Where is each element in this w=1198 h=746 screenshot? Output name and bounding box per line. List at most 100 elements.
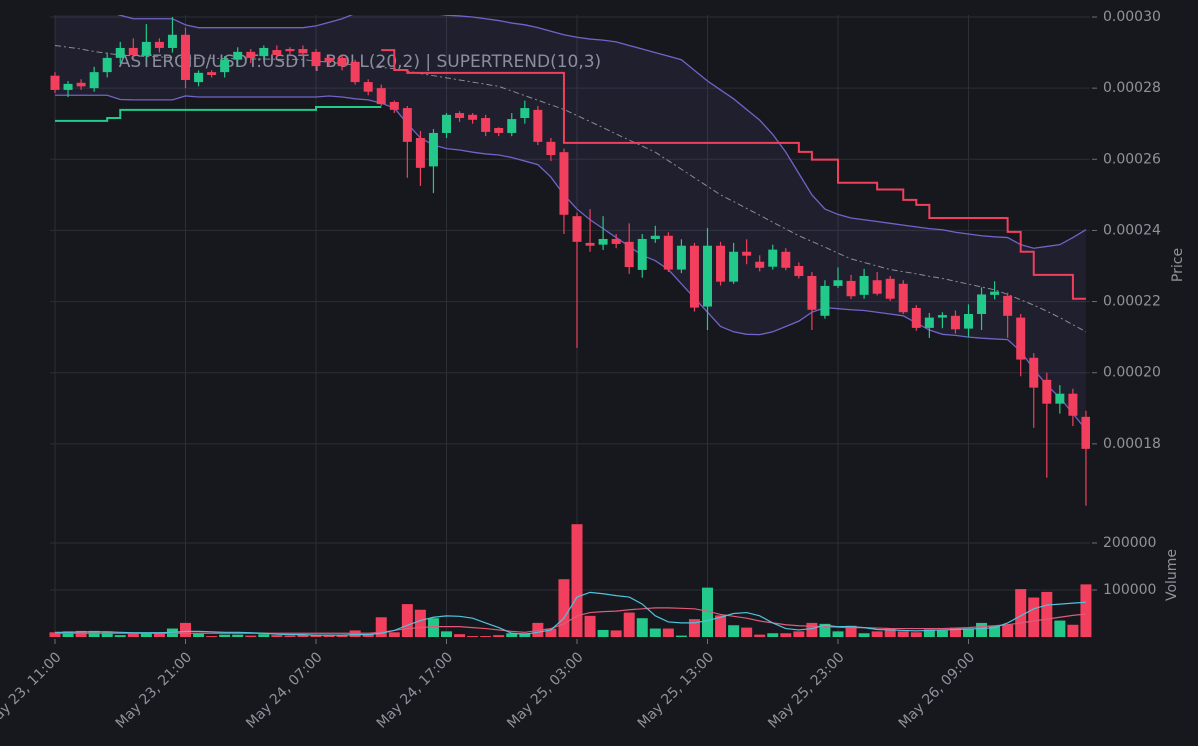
volume-bar <box>271 635 283 637</box>
volume-bar <box>127 633 139 637</box>
y-tick-label: 0.00022 <box>1103 294 1161 310</box>
candle-body <box>63 83 73 90</box>
volume-bar <box>88 630 100 637</box>
volume-bar <box>780 633 792 637</box>
volume-bar <box>506 633 518 637</box>
candle-body <box>546 141 556 156</box>
volume-bar <box>193 632 205 637</box>
candle-body <box>911 307 921 328</box>
candle-body <box>729 251 739 282</box>
y-axis-label: Price <box>1170 248 1186 282</box>
volume-bar <box>62 631 74 637</box>
volume-bar <box>336 635 348 637</box>
candle-body <box>376 88 386 105</box>
volume-bar <box>1002 624 1014 637</box>
y-tick-label: 0.00020 <box>1103 365 1161 381</box>
candle-body <box>794 266 804 276</box>
candle-body <box>689 245 699 308</box>
volume-bar <box>323 635 335 637</box>
candle-body <box>455 113 465 119</box>
candle-body <box>468 114 478 120</box>
y-tick-label: 0.00026 <box>1103 151 1161 167</box>
volume-bar <box>636 618 648 637</box>
candle-body <box>102 57 112 73</box>
volume-bar <box>728 625 740 637</box>
candle-body <box>520 108 530 119</box>
candle-body <box>337 57 347 67</box>
candle-body <box>833 280 843 286</box>
candle-body <box>154 41 164 48</box>
candle-body <box>207 72 217 75</box>
candle-body <box>285 49 295 52</box>
candle-body <box>507 119 517 133</box>
candle-body <box>676 245 686 270</box>
volume-bar <box>427 618 439 637</box>
candle-body <box>663 235 673 270</box>
volume-bar <box>1028 597 1040 637</box>
volume-bar <box>388 632 400 637</box>
volume-bar <box>375 617 387 637</box>
candle-body <box>611 238 621 244</box>
candle-body <box>1068 393 1078 416</box>
volume-bar <box>362 634 374 637</box>
candle-body <box>937 315 947 318</box>
volume-bar <box>584 615 596 637</box>
candle-body <box>885 278 895 299</box>
volume-bar <box>480 636 492 637</box>
candle-body <box>311 51 321 67</box>
volume-bar <box>310 635 322 637</box>
volume-bar <box>871 631 883 637</box>
volume-bar <box>467 636 479 637</box>
volume-bar <box>741 627 753 637</box>
volume-bar <box>623 612 635 637</box>
candle-body <box>76 82 86 87</box>
candle-body <box>220 59 230 73</box>
candle-body <box>742 251 752 256</box>
candle-body <box>703 245 712 307</box>
volume-bar <box>245 635 257 637</box>
volume-bar <box>153 632 165 637</box>
candle-body <box>977 294 987 315</box>
candle-body <box>1029 357 1039 388</box>
candle-body <box>402 108 412 142</box>
volume-bar <box>702 587 713 637</box>
volume-ma-slow <box>55 607 1087 634</box>
candle-body <box>350 61 360 83</box>
candle-body <box>494 127 504 133</box>
candle-body <box>389 102 399 110</box>
volume-bar <box>114 635 126 637</box>
volume-bar <box>206 636 218 637</box>
candle-body <box>755 261 765 268</box>
candle-body <box>846 280 856 297</box>
volume-bar <box>610 630 622 637</box>
volume-bar <box>180 622 191 637</box>
volume-bar <box>1080 584 1092 637</box>
candle-body <box>781 251 791 268</box>
volume-bar <box>662 628 674 637</box>
supertrend-up <box>55 105 382 122</box>
candle-body <box>650 235 660 239</box>
candle-body <box>324 57 334 62</box>
candle-body <box>415 137 425 168</box>
volume-bar <box>454 634 466 637</box>
volume-bar <box>819 623 831 637</box>
candle-body <box>233 51 243 60</box>
volume-bar <box>832 631 844 637</box>
volume-bar <box>1015 589 1027 637</box>
candle-body <box>1081 416 1090 449</box>
volume-axis-label: Volume <box>1164 549 1180 601</box>
volume-bar <box>910 632 922 637</box>
candle-body <box>716 245 726 282</box>
candle-body <box>141 41 151 56</box>
candle-body <box>872 280 882 294</box>
volume-bar <box>675 635 687 637</box>
volume-bar <box>493 635 505 637</box>
candle-body <box>1003 295 1013 316</box>
candle-body <box>246 51 256 58</box>
candle-body <box>964 314 973 329</box>
volume-bar <box>597 629 609 637</box>
y-tick-label: 0.00030 <box>1103 9 1161 25</box>
volume-bar <box>884 628 896 637</box>
candle-body <box>259 47 269 57</box>
